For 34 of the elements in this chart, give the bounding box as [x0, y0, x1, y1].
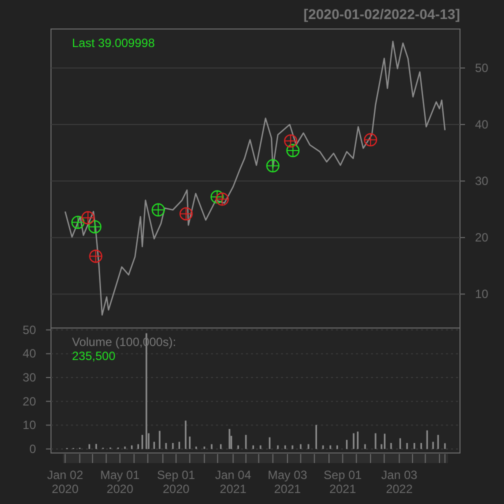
annotation: 235,500	[72, 349, 116, 363]
point	[89, 250, 102, 263]
y-tick-label: 40	[22, 346, 36, 361]
x-tick-label: Jan 04 2021	[215, 468, 252, 496]
point	[152, 203, 165, 216]
annotation: Last 39.009998	[72, 36, 156, 50]
point	[71, 216, 85, 229]
chart-title: [2020-01-02/2022-04-13]	[304, 6, 460, 22]
x-tick-label: Jan 03 2022	[381, 468, 418, 496]
point	[284, 134, 298, 148]
x-tick-label: Sep 01 2021	[324, 468, 362, 496]
x-tick-label: May 03 2021	[268, 468, 308, 496]
y-tick-label: 20	[22, 394, 36, 408]
y-tick-label: 0	[29, 442, 36, 456]
point	[180, 207, 193, 220]
y-tick-label: 50	[22, 322, 36, 337]
point	[266, 159, 280, 172]
x-tick-label: Jan 02 2020	[47, 468, 84, 496]
point	[364, 133, 378, 146]
y-tick-label: 10	[475, 287, 489, 302]
x-tick-label: May 01 2020	[100, 468, 140, 496]
point	[216, 192, 229, 206]
y-tick-label: 50	[475, 61, 489, 75]
y-tick-label: 30	[475, 174, 489, 188]
line-series	[64, 40, 446, 316]
y-tick-label: 10	[22, 418, 36, 432]
x-tick-label: Sep 01 2020	[157, 468, 196, 496]
point	[210, 190, 224, 204]
y-tick-label: 40	[475, 118, 489, 132]
point	[81, 211, 95, 224]
y-tick-label: 20	[475, 230, 489, 245]
y-tick-label: 30	[22, 370, 36, 385]
point	[286, 144, 300, 158]
point	[88, 220, 102, 234]
